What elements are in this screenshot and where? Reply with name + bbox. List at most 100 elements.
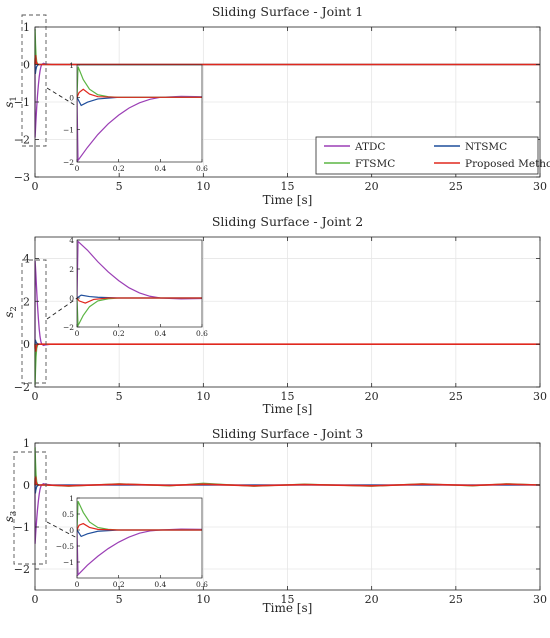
x-tick-label: 25 [449, 593, 463, 606]
y-tick-label: −1 [14, 521, 30, 534]
zoom-arrow [46, 521, 97, 549]
inset-x-tick-label: 0.6 [196, 164, 208, 173]
inset-background [77, 240, 202, 327]
series-line-atdc [34, 483, 540, 544]
y-axis-label: s2 [2, 306, 19, 318]
chart-title: Sliding Surface - Joint 2 [212, 214, 363, 229]
zoom-arrow [46, 87, 97, 119]
inset-x-tick-label: 0.6 [196, 580, 208, 589]
inset-y-tick-label: 2 [69, 265, 74, 274]
inset-y-tick-label: −1 [63, 558, 74, 567]
x-tick-label: 20 [365, 180, 379, 193]
series-line-atdc [34, 62, 540, 138]
inset-series [77, 66, 202, 162]
legend: ATDC NTSMC FTSMC Proposed Method [315, 136, 550, 175]
legend-label-proposed-method: Proposed Method [465, 158, 550, 170]
y-tick-label: 0 [23, 479, 30, 492]
inset-series [77, 240, 202, 327]
chart-title: Sliding Surface - Joint 3 [212, 426, 363, 441]
y-axis-label-subscript: 1 [9, 96, 19, 101]
inset-x-tick-label: 0 [75, 329, 80, 338]
x-axis-label: Time [s] [263, 601, 313, 615]
x-axis-label: Time [s] [263, 193, 313, 207]
y-tick-label: −2 [14, 381, 30, 394]
inset-background [77, 65, 202, 162]
inset-y-tick-label: 4 [69, 236, 74, 245]
inset-frame [76, 64, 203, 163]
legend-label-ntsmc: NTSMC [465, 141, 507, 153]
x-tick-label: 10 [196, 180, 210, 193]
series-line-proposed-method [34, 476, 541, 487]
y-tick-label: −1 [14, 96, 30, 109]
x-tick-label: 15 [281, 180, 295, 193]
x-tick-label: 25 [449, 180, 463, 193]
legend-label-ftsmc: FTSMC [355, 158, 395, 170]
y-tick-label: 1 [23, 21, 30, 34]
inset-x-tick-label: 0.4 [154, 580, 166, 589]
y-tick-label: −3 [14, 171, 30, 184]
y-axis-label-base: s [2, 312, 16, 318]
x-tick-label: 30 [533, 180, 547, 193]
x-tick-label: 10 [196, 390, 210, 403]
inset-y-tick-label: −2 [63, 158, 74, 167]
x-tick-label: 0 [32, 180, 39, 193]
y-axis-label-subscript: 2 [9, 306, 19, 311]
inset-series [77, 500, 202, 577]
legend-label-atdc: ATDC [354, 141, 385, 153]
x-tick-label: 10 [196, 593, 210, 606]
inset-background [77, 498, 202, 578]
inset-x-tick-label: 0.4 [154, 329, 166, 338]
x-tick-label: 5 [116, 593, 123, 606]
series-line-atdc [34, 260, 540, 347]
inset-3: 0 0.2 0.4 0.6 −1 −0.5 0 0.5 1 [56, 494, 208, 589]
y-tick-label: 1 [23, 437, 30, 450]
y-axis-label-base: s [2, 516, 16, 522]
y-tick-label: 2 [23, 295, 30, 308]
inset-x-tick-label: 0.4 [154, 164, 166, 173]
inset-y-tick-label: 1 [69, 494, 74, 503]
inset-x-tick-label: 0 [75, 580, 80, 589]
x-tick-label: 30 [533, 390, 547, 403]
y-axis-label: s1 [2, 96, 19, 108]
inset-frame [76, 239, 203, 328]
y-tick-label: 0 [23, 338, 30, 351]
inset-x-tick-label: 0.6 [196, 329, 208, 338]
inset-y-tick-label: −2 [63, 323, 74, 332]
x-tick-label: 0 [32, 390, 39, 403]
inset-y-tick-label: 0 [69, 526, 74, 535]
zoom-region-box [21, 259, 47, 384]
inset-y-tick-label: −1 [63, 126, 74, 135]
inset-series-line-proposed-method [77, 522, 202, 531]
inset-y-tick-label: 0 [69, 294, 74, 303]
inset-frame [76, 497, 203, 579]
zoom-region-box [13, 451, 47, 565]
x-tick-label: 0 [32, 593, 39, 606]
y-axis-label-base: s [2, 102, 16, 108]
chart-title: Sliding Surface - Joint 1 [212, 4, 363, 19]
x-axis-label: Time [s] [263, 402, 313, 416]
inset-y-tick-label: 0.5 [62, 510, 74, 519]
legend-box [315, 136, 539, 175]
inset-y-tick-label: 1 [69, 61, 74, 70]
x-tick-label: 30 [533, 593, 547, 606]
inset-series-line-proposed-method [77, 297, 202, 304]
x-tick-label: 20 [365, 593, 379, 606]
x-tick-label: 25 [449, 390, 463, 403]
inset-series-line-proposed-method [77, 88, 202, 98]
inset-x-tick-label: 0 [75, 164, 80, 173]
inset-y-tick-label: 0 [69, 93, 74, 102]
inset-x-tick-label: 0.2 [113, 329, 125, 338]
inset-x-tick-label: 0.2 [113, 580, 125, 589]
inset-x-tick-label: 0.2 [113, 164, 125, 173]
x-tick-label: 15 [281, 593, 295, 606]
x-tick-label: 5 [116, 390, 123, 403]
y-tick-label: 0 [23, 59, 30, 72]
x-tick-label: 20 [365, 390, 379, 403]
y-tick-label: 4 [23, 252, 30, 265]
x-tick-label: 5 [116, 180, 123, 193]
x-tick-label: 15 [281, 390, 295, 403]
y-tick-label: −2 [14, 563, 30, 576]
inset-1: 0 0.2 0.4 0.6 −2 −1 0 1 [63, 61, 208, 173]
